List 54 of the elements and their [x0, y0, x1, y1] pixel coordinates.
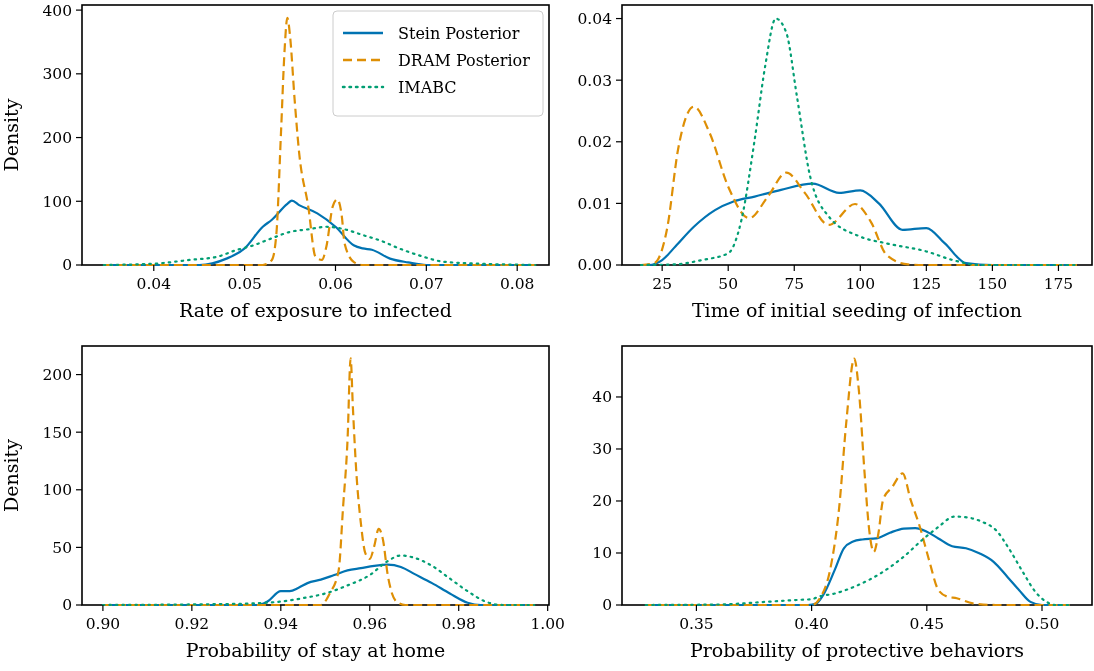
line-series [639, 17, 1079, 267]
x-axis-title: Rate of exposure to infected [179, 299, 452, 321]
y-tick-label: 0 [62, 256, 72, 275]
y-tick-label: 0.01 [577, 194, 612, 213]
legend-label: DRAM Posterior [398, 50, 531, 70]
y-tick-label: 40 [592, 388, 612, 407]
y-tick-label: 0.04 [577, 9, 613, 28]
x-tick-label: 0.96 [352, 615, 388, 633]
y-tick-label: 0.03 [577, 71, 612, 90]
x-tick-label: 0.07 [409, 275, 444, 293]
x-axis-title: Probability of protective behaviors [689, 639, 1025, 661]
x-axis-title: Probability of stay at home [185, 639, 446, 661]
x-axis-title: Time of initial seeding of infection [691, 299, 1023, 321]
x-tick-label: 0.08 [499, 275, 535, 293]
x-tick-label: 0.94 [263, 615, 299, 633]
y-tick-label: 400 [42, 1, 72, 20]
x-tick-label: 1.00 [530, 615, 565, 633]
x-tick-label: 150 [977, 275, 1008, 293]
x-tick-label: 0.40 [794, 615, 829, 633]
x-tick-label: 75 [784, 275, 805, 293]
x-tick-label: 0.04 [136, 275, 172, 293]
y-tick-label: 0.00 [577, 256, 612, 275]
y-tick-label: 100 [42, 481, 72, 500]
x-tick-label: 0.98 [441, 615, 476, 633]
x-tick-label: 125 [911, 275, 942, 293]
y-axis-title: Density [0, 98, 22, 172]
y-axis-title: Density [0, 438, 22, 512]
y-tick-label: 30 [592, 440, 612, 459]
legend-label: Stein Posterior [398, 23, 520, 43]
y-tick-label: 300 [42, 65, 72, 84]
y-tick-label: 10 [592, 544, 612, 563]
y-tick-label: 200 [42, 128, 72, 147]
x-tick-label: 0.45 [909, 615, 945, 633]
y-tick-label: 0 [602, 596, 612, 615]
x-tick-label: 0.50 [1024, 615, 1060, 633]
y-tick-label: 0 [62, 596, 72, 615]
y-tick-label: 0.02 [577, 133, 612, 152]
x-tick-label: 0.92 [174, 615, 210, 633]
line-series [102, 225, 537, 267]
y-tick-label: 200 [42, 366, 72, 384]
x-tick-label: 0.90 [85, 615, 121, 633]
y-tick-label: 150 [42, 423, 72, 442]
legend-label: IMABC [398, 77, 457, 97]
x-tick-label: 175 [1043, 275, 1074, 293]
y-tick-label: 20 [592, 492, 612, 511]
x-tick-label: 50 [718, 275, 739, 293]
x-tick-label: 0.05 [227, 275, 262, 293]
x-tick-label: 0.35 [679, 615, 714, 633]
x-tick-label: 100 [845, 275, 876, 293]
y-tick-label: 50 [52, 538, 72, 557]
x-tick-label: 0.06 [318, 275, 353, 293]
y-tick-label: 100 [42, 192, 72, 211]
line-series [101, 554, 536, 607]
x-tick-label: 25 [652, 275, 673, 293]
